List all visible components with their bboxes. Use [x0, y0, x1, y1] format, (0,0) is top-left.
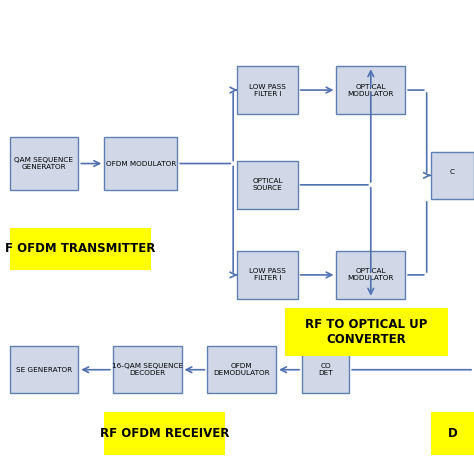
FancyBboxPatch shape — [285, 308, 448, 356]
FancyBboxPatch shape — [208, 346, 276, 393]
Text: OPTICAL
SOURCE: OPTICAL SOURCE — [252, 178, 283, 191]
FancyBboxPatch shape — [9, 228, 152, 270]
FancyBboxPatch shape — [237, 251, 298, 299]
FancyBboxPatch shape — [9, 137, 78, 190]
Text: CO
DET: CO DET — [319, 363, 333, 376]
Text: F OFDM TRANSMITTER: F OFDM TRANSMITTER — [5, 242, 155, 255]
FancyBboxPatch shape — [431, 152, 474, 199]
FancyBboxPatch shape — [113, 346, 182, 393]
Text: OPTICAL
MODULATOR: OPTICAL MODULATOR — [347, 83, 394, 97]
Text: 16-QAM SEQUENCE
DECODER: 16-QAM SEQUENCE DECODER — [111, 363, 183, 376]
FancyBboxPatch shape — [104, 137, 177, 190]
Text: SE GENERATOR: SE GENERATOR — [16, 367, 72, 373]
Text: OFDM
DEMODULATOR: OFDM DEMODULATOR — [213, 363, 270, 376]
FancyBboxPatch shape — [431, 412, 474, 455]
FancyBboxPatch shape — [337, 66, 405, 114]
FancyBboxPatch shape — [237, 66, 298, 114]
Text: LOW PASS
FILTER I: LOW PASS FILTER I — [249, 268, 286, 282]
Text: OPTICAL
MODULATOR: OPTICAL MODULATOR — [347, 268, 394, 282]
Text: QAM SEQUENCE
GENERATOR: QAM SEQUENCE GENERATOR — [15, 157, 73, 170]
Text: C: C — [450, 169, 455, 182]
Text: D: D — [447, 427, 457, 440]
FancyBboxPatch shape — [337, 251, 405, 299]
Text: LOW PASS
FILTER I: LOW PASS FILTER I — [249, 83, 286, 97]
Text: RF TO OPTICAL UP
CONVERTER: RF TO OPTICAL UP CONVERTER — [305, 318, 428, 346]
FancyBboxPatch shape — [302, 346, 349, 393]
FancyBboxPatch shape — [9, 346, 78, 393]
Text: RF OFDM RECEIVER: RF OFDM RECEIVER — [100, 427, 229, 440]
FancyBboxPatch shape — [237, 161, 298, 209]
FancyBboxPatch shape — [104, 412, 225, 455]
Text: OFDM MODULATOR: OFDM MODULATOR — [106, 161, 176, 166]
